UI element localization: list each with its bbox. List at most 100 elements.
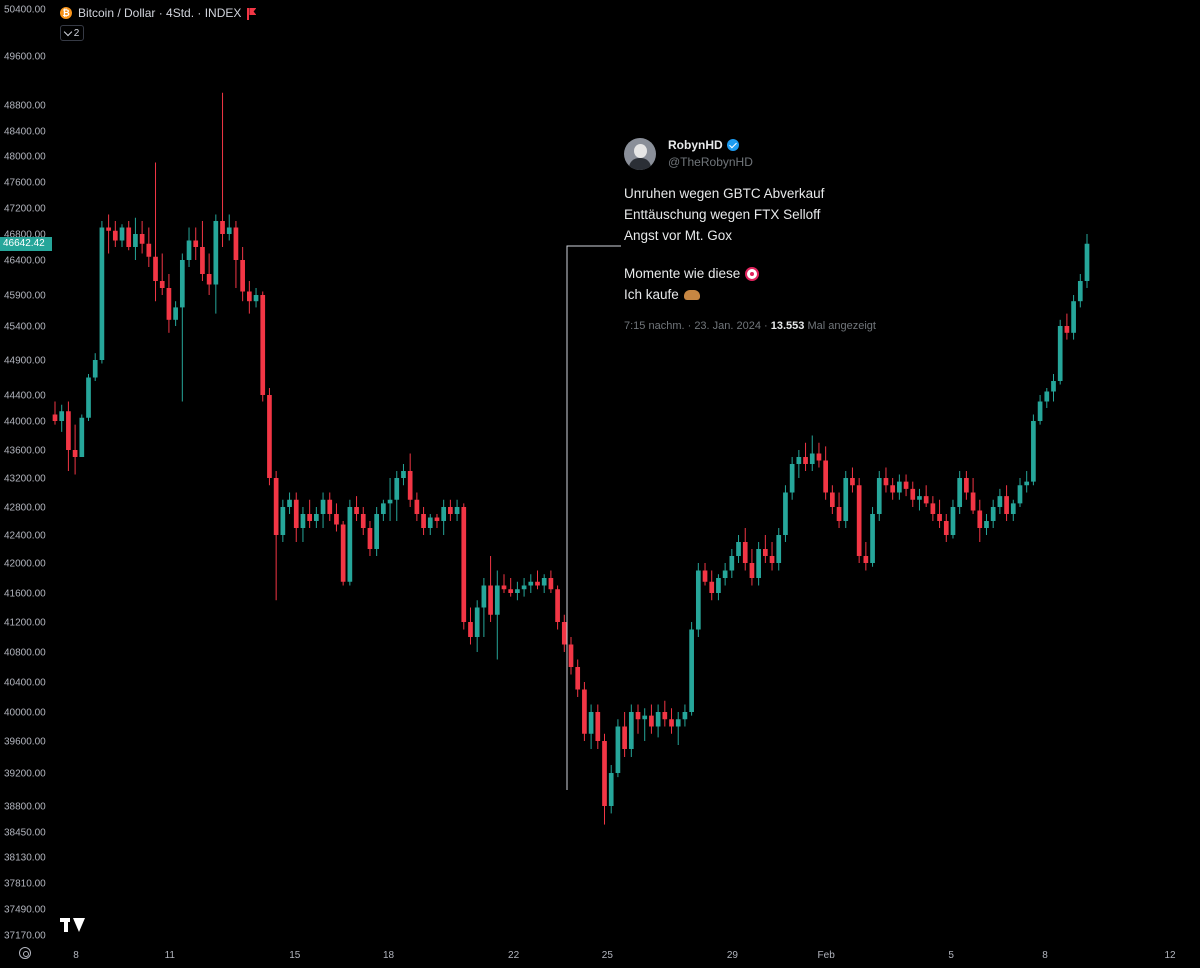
candle-body xyxy=(401,471,406,478)
indicator-collapse-button[interactable]: 2 xyxy=(60,25,84,41)
y-tick-label: 47600.00 xyxy=(4,178,46,189)
y-tick-label: 43600.00 xyxy=(4,446,46,457)
candle-body xyxy=(649,715,654,727)
y-tick-label: 44000.00 xyxy=(4,417,46,428)
candle-body xyxy=(1017,485,1023,504)
handshake-icon xyxy=(683,289,700,300)
candle-body xyxy=(662,712,668,720)
x-tick-label: 11 xyxy=(165,950,176,961)
symbol-title[interactable]: Bitcoin / Dollar · 4Std. · INDEX xyxy=(78,6,242,20)
candle-body xyxy=(521,585,527,590)
candle-body xyxy=(568,644,574,667)
tweet-callout-line xyxy=(566,245,621,790)
gear-icon[interactable] xyxy=(19,947,31,959)
candle-body xyxy=(173,307,178,320)
candle-body xyxy=(126,227,132,247)
candle-body xyxy=(314,514,319,521)
candle-body xyxy=(220,221,225,234)
y-tick-label: 44900.00 xyxy=(4,356,46,367)
chevron-down-icon xyxy=(63,27,72,36)
x-tick-label: 22 xyxy=(508,950,520,961)
candle-body xyxy=(119,227,125,241)
candle-body xyxy=(903,481,909,489)
candle-body xyxy=(79,417,85,457)
candle-body xyxy=(374,514,380,549)
candle-body xyxy=(535,581,540,586)
candle-body xyxy=(381,503,386,514)
candle-body xyxy=(260,295,266,395)
candle-body xyxy=(92,360,98,378)
y-tick-label: 38130.00 xyxy=(4,853,46,864)
candle-body xyxy=(273,478,279,535)
candle-body xyxy=(689,629,694,712)
candle-body xyxy=(347,507,353,582)
tweet-author-name: RobynHD xyxy=(668,138,739,152)
candle-body xyxy=(434,517,440,521)
candle-body xyxy=(977,510,983,528)
candle-body xyxy=(970,492,976,511)
candle-body xyxy=(1051,381,1056,392)
tweet-views-label: Mal angezeigt xyxy=(804,320,876,332)
candle-body xyxy=(441,507,447,521)
candle-body xyxy=(340,524,346,582)
candle-body xyxy=(1031,421,1036,482)
y-tick-label: 45900.00 xyxy=(4,291,46,302)
candle-body xyxy=(528,581,534,586)
candle-body xyxy=(320,499,326,514)
candle-body xyxy=(508,589,514,593)
candle-body xyxy=(762,549,768,556)
candle-body xyxy=(695,570,701,630)
candle-body xyxy=(72,450,78,457)
candle-body xyxy=(354,507,359,514)
candle-body xyxy=(622,726,627,749)
candle-body xyxy=(387,499,393,504)
candle-body xyxy=(1037,401,1043,421)
symbol-legend[interactable]: ₿ Bitcoin / Dollar · 4Std. · INDEX xyxy=(60,5,257,21)
price-axis[interactable]: 50400.00 49600.00 48800.00 48400.00 48000.00… xyxy=(4,5,46,942)
candle-body xyxy=(153,256,158,281)
y-tick-label: 42000.00 xyxy=(4,559,46,570)
candle-body xyxy=(1057,326,1063,381)
y-tick-label: 42400.00 xyxy=(4,531,46,542)
verified-badge-icon xyxy=(726,139,739,151)
candles-group xyxy=(52,92,1090,825)
y-tick-label: 50400.00 xyxy=(4,5,46,16)
y-tick-label: 41200.00 xyxy=(4,618,46,629)
time-axis[interactable]: 8 11 15 18 22 25 29 Feb 5 8 12 xyxy=(73,950,1176,961)
candle-body xyxy=(789,464,795,493)
x-tick-label: 18 xyxy=(383,950,395,961)
candle-body xyxy=(709,581,715,593)
target-icon xyxy=(745,266,760,281)
candle-body xyxy=(756,549,761,578)
candle-body xyxy=(287,499,292,507)
candle-body xyxy=(468,622,473,637)
candle-body xyxy=(327,499,333,514)
candle-body xyxy=(360,514,366,528)
candle-body xyxy=(367,528,373,549)
candle-body xyxy=(86,377,91,418)
candle-body xyxy=(642,715,648,720)
candle-body xyxy=(876,478,882,514)
candle-body xyxy=(240,260,245,292)
tradingview-logo-icon[interactable] xyxy=(60,918,88,932)
candle-body xyxy=(548,578,554,590)
red-flag-icon[interactable] xyxy=(247,8,257,20)
candle-body xyxy=(769,556,775,563)
x-tick-label: 5 xyxy=(948,950,954,961)
candle-body xyxy=(300,514,306,528)
candle-body xyxy=(1010,503,1016,514)
y-tick-label: 40400.00 xyxy=(4,678,46,689)
candle-body xyxy=(615,726,621,773)
candle-body xyxy=(957,478,963,507)
candle-body xyxy=(233,227,239,260)
candle-body xyxy=(52,414,58,421)
candle-body xyxy=(883,478,889,486)
candle-body xyxy=(186,240,192,260)
candle-body xyxy=(515,589,520,593)
y-tick-label: 37810.00 xyxy=(4,879,46,890)
candle-body xyxy=(106,227,111,231)
candle-body xyxy=(193,240,199,247)
y-tick-label: 39200.00 xyxy=(4,769,46,780)
candle-body xyxy=(736,542,741,556)
